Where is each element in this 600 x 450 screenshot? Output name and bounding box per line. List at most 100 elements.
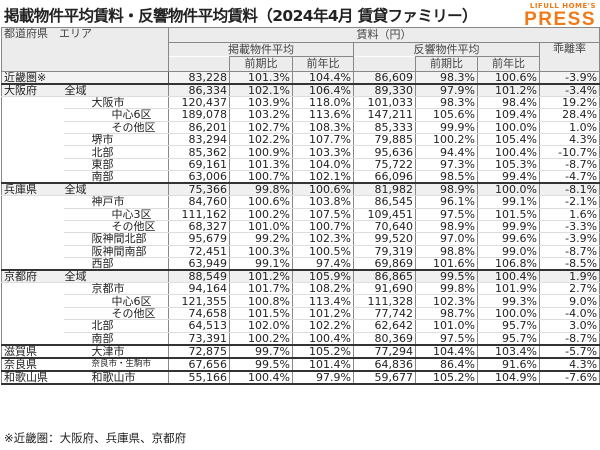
prefecture-cell: 近畿圏※: [1, 70, 169, 85]
prefecture-cell: [1, 108, 64, 122]
table-row: 南部 63,006 100.7% 102.1% 66,096 98.5% 99.4% -4.7…: [1, 170, 600, 184]
area-cell: 中心6区: [63, 108, 169, 122]
value-cell: 28.4%: [538, 108, 600, 122]
value-cell: 99.0%: [477, 244, 540, 259]
value-cell: 96.1%: [415, 195, 478, 209]
value-cell: 99.1%: [477, 195, 540, 209]
area-cell: その他区: [63, 306, 169, 321]
value-cell: 63,006: [168, 170, 230, 184]
value-cell: 4.3%: [538, 356, 600, 372]
value-cell: 72,875: [168, 343, 230, 359]
value-cell: -8.7%: [538, 331, 600, 346]
value-cell: 100.0%: [477, 182, 540, 197]
value-cell: 101.5%: [229, 306, 293, 321]
value-cell: 103.2%: [229, 108, 293, 122]
value-cell: 100.7%: [229, 170, 293, 184]
header-rent: 賃料（円）: [167, 27, 600, 43]
area-cell: 中心3区: [63, 207, 169, 221]
value-cell: 69,869: [353, 257, 416, 271]
table-row: 京都府 全域 88,549 101.2% 105.9% 86,865 99.5% 100.4%…: [1, 269, 600, 284]
table-row: その他区 68,327 101.0% 100.7% 70,640 98.9% 99.9% -3…: [1, 219, 600, 234]
prefecture-cell: [1, 121, 64, 134]
value-cell: -3.9%: [538, 232, 600, 246]
value-cell: 89,330: [353, 82, 416, 97]
value-cell: 103.3%: [292, 145, 354, 159]
value-cell: 80,369: [353, 331, 416, 346]
value-cell: 4.3%: [538, 132, 600, 147]
prefecture-cell: [1, 294, 64, 308]
value-cell: 77,294: [353, 343, 416, 359]
prefecture-cell: [1, 195, 64, 209]
value-cell: 100.4%: [292, 331, 354, 346]
value-cell: -3.4%: [538, 82, 600, 97]
value-cell: 86.4%: [415, 356, 478, 372]
area-cell: 和歌山市: [63, 369, 169, 385]
value-cell: 2.7%: [538, 282, 600, 296]
value-cell: 66,096: [353, 170, 416, 184]
value-cell: 101.9%: [477, 282, 540, 296]
area-cell: 東部: [63, 157, 169, 172]
value-cell: 102.3%: [415, 294, 478, 308]
value-cell: 67,656: [168, 356, 230, 372]
prefecture-cell: 大阪府: [1, 82, 64, 97]
value-cell: 108.3%: [292, 120, 354, 134]
value-cell: 86,201: [168, 120, 230, 134]
value-cell: -3.9%: [538, 70, 600, 85]
value-cell: 101.0%: [229, 219, 293, 234]
prefecture-cell: [1, 245, 64, 258]
value-cell: 99.5%: [415, 269, 478, 284]
prefecture-cell: 奈良県: [1, 356, 64, 372]
value-cell: 107.5%: [292, 207, 354, 221]
value-cell: 72,451: [168, 244, 230, 259]
prefecture-cell: [1, 158, 64, 171]
value-cell: 100.4%: [229, 369, 293, 385]
value-cell: 86,865: [353, 269, 416, 284]
value-cell: -8.5%: [538, 257, 600, 271]
area-cell: 全域: [63, 82, 169, 97]
value-cell: 86,545: [353, 195, 416, 209]
value-cell: 3.0%: [538, 319, 600, 333]
value-cell: -2.1%: [538, 195, 600, 209]
value-cell: 91,690: [353, 282, 416, 296]
value-cell: 99.8%: [415, 282, 478, 296]
value-cell: 100.5%: [292, 244, 354, 259]
prefecture-cell: [1, 145, 64, 159]
value-cell: 99.6%: [477, 232, 540, 246]
value-cell: 70,640: [353, 219, 416, 234]
value-cell: 100.4%: [477, 269, 540, 284]
area-cell: その他区: [63, 120, 169, 134]
value-cell: 100.6%: [477, 70, 540, 85]
area-cell: 神戸市: [63, 195, 169, 209]
value-cell: 101.2%: [229, 269, 293, 284]
value-cell: 111,328: [353, 294, 416, 308]
value-cell: 99.8%: [229, 182, 293, 197]
value-cell: 105.3%: [477, 157, 540, 172]
value-cell: 101.6%: [415, 257, 478, 271]
value-cell: 120,437: [168, 95, 230, 110]
value-cell: 99.9%: [477, 219, 540, 234]
prefecture-cell: 和歌山県: [1, 369, 64, 385]
value-cell: 118.0%: [292, 95, 354, 110]
value-cell: 75,366: [168, 182, 230, 197]
value-cell: 64,836: [353, 356, 416, 372]
area-cell: 阪神間南部: [63, 244, 169, 259]
area-cell: 堺市: [63, 132, 169, 147]
value-cell: 91.6%: [477, 356, 540, 372]
value-cell: 99.1%: [229, 257, 293, 271]
table-row: 堺市 83,294 102.2% 107.7% 79,885 100.2% 105.4% 4.…: [1, 132, 600, 147]
value-cell: 77,742: [353, 306, 416, 321]
value-cell: 98.3%: [415, 95, 478, 110]
table-row: 奈良県 奈良市・生駒市 67,656 99.5% 101.4% 64,836 86.4% 91…: [1, 356, 600, 372]
value-cell: 147,211: [353, 108, 416, 122]
value-cell: -4.7%: [538, 170, 600, 184]
prefecture-cell: 兵庫県: [1, 182, 64, 197]
value-cell: 104.9%: [477, 369, 540, 385]
prefecture-cell: [1, 332, 64, 345]
value-cell: 55,166: [168, 369, 230, 385]
value-cell: 100.9%: [229, 145, 293, 159]
value-cell: 108.2%: [292, 282, 354, 296]
area-cell: 大津市: [63, 343, 169, 359]
logo-big: PRESS: [524, 9, 596, 30]
value-cell: 97.5%: [415, 331, 478, 346]
value-cell: 97.4%: [292, 257, 354, 271]
